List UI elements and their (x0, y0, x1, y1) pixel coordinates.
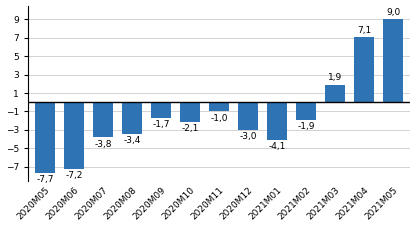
Bar (209, 102, 229, 111)
Bar (64, 102, 84, 169)
Bar (35, 102, 55, 173)
Text: -4,1: -4,1 (268, 142, 286, 151)
Text: -7,7: -7,7 (37, 175, 54, 185)
Bar (325, 85, 345, 102)
Bar (180, 102, 200, 122)
Bar (238, 102, 258, 130)
Text: -3,8: -3,8 (94, 140, 112, 148)
Bar (122, 102, 142, 133)
Bar (383, 19, 403, 102)
Text: 1,9: 1,9 (328, 74, 342, 82)
Bar (93, 102, 113, 137)
Text: -1,7: -1,7 (152, 120, 170, 129)
Text: -3,0: -3,0 (239, 132, 257, 141)
Bar (296, 102, 316, 120)
Text: 9,0: 9,0 (386, 8, 400, 17)
Text: -1,9: -1,9 (297, 122, 315, 131)
Text: 7,1: 7,1 (357, 26, 371, 35)
Bar (354, 37, 374, 102)
Bar (151, 102, 171, 118)
Text: -1,0: -1,0 (210, 114, 228, 123)
Text: -3,4: -3,4 (124, 136, 141, 145)
Text: -7,2: -7,2 (66, 171, 83, 180)
Text: -2,1: -2,1 (181, 124, 199, 133)
Bar (267, 102, 287, 140)
